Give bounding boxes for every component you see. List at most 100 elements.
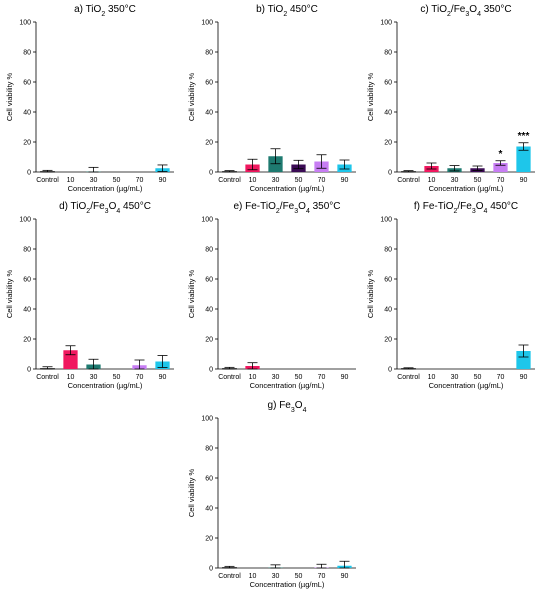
- chart-title-sub2: 3: [472, 208, 476, 215]
- y-tick-label: 60: [23, 277, 31, 284]
- x-tick-label-10: 10: [67, 374, 75, 381]
- significance-90: ***: [518, 131, 530, 142]
- x-tick-label-50: 50: [113, 374, 121, 381]
- x-tick-label-30: 30: [272, 374, 280, 381]
- y-tick-label: 80: [23, 50, 31, 57]
- chart-title-rest2: O: [298, 201, 306, 212]
- y-axis-label: Cell viability %: [5, 270, 14, 319]
- x-tick-label-90: 90: [341, 573, 349, 580]
- y-tick-label: 80: [205, 247, 213, 254]
- x-tick-label-30: 30: [90, 177, 98, 184]
- y-tick-label: 60: [205, 80, 213, 87]
- chart-title-rest2: O: [109, 201, 117, 212]
- y-tick-label: 100: [19, 20, 31, 27]
- x-tick-label-90: 90: [159, 177, 167, 184]
- y-axis-label: Cell viability %: [187, 73, 196, 122]
- x-tick-label-Control: Control: [218, 573, 241, 580]
- chart-panel-2: c) TiO2/Fe3O4 350°C 0 20 40 60 80 100 Cell viab…: [366, 4, 535, 193]
- chart-title: f) Fe-TiO2/Fe3O4 450°C: [414, 201, 518, 215]
- chart-title-rest: /Fe: [457, 201, 472, 212]
- x-tick-label-50: 50: [474, 374, 482, 381]
- chart-title-rest: /Fe: [451, 4, 466, 15]
- chart-title-sub2: 3: [465, 11, 469, 18]
- y-tick-label: 20: [205, 337, 213, 344]
- y-tick-label: 0: [27, 170, 31, 177]
- x-axis-label: Concentration (µg/mL): [250, 580, 325, 589]
- chart-title-rest: 450°C: [287, 4, 318, 15]
- x-tick-label-10: 10: [428, 374, 436, 381]
- x-axis-label: Concentration (µg/mL): [68, 381, 143, 390]
- chart-title-rest3: 350°C: [481, 4, 512, 15]
- chart-title-rest3: 450°C: [120, 201, 151, 212]
- y-tick-label: 60: [23, 80, 31, 87]
- chart-title-sub: 2: [86, 208, 90, 215]
- y-tick-label: 100: [19, 217, 31, 224]
- y-tick-label: 60: [205, 476, 213, 483]
- y-tick-label: 20: [384, 337, 392, 344]
- chart-title-rest2: O: [476, 201, 484, 212]
- x-tick-label-10: 10: [249, 177, 257, 184]
- y-tick-label: 20: [23, 140, 31, 147]
- x-tick-label-50: 50: [474, 177, 482, 184]
- y-tick-label: 60: [384, 80, 392, 87]
- bar-70: [493, 163, 508, 172]
- chart-title-rest: /Fe: [90, 201, 105, 212]
- x-tick-label-70: 70: [497, 374, 505, 381]
- x-tick-label-10: 10: [67, 177, 75, 184]
- y-tick-label: 100: [380, 217, 392, 224]
- x-tick-label-30: 30: [272, 573, 280, 580]
- x-tick-label-50: 50: [295, 573, 303, 580]
- y-tick-label: 40: [384, 110, 392, 117]
- x-tick-label-90: 90: [520, 374, 528, 381]
- chart-title-text: g) Fe: [268, 400, 292, 411]
- y-tick-label: 40: [205, 506, 213, 513]
- x-axis-label: Concentration (µg/mL): [429, 381, 504, 390]
- chart-title-rest3: 450°C: [487, 201, 518, 212]
- y-axis-label: Cell viability %: [187, 469, 196, 518]
- chart-panel-0: a) TiO2 350°C 0 20 40 60 80 100 Cell viability …: [5, 4, 174, 193]
- y-tick-label: 40: [384, 307, 392, 314]
- x-tick-label-70: 70: [318, 177, 326, 184]
- y-tick-label: 100: [201, 217, 213, 224]
- x-tick-label-70: 70: [318, 573, 326, 580]
- y-tick-label: 80: [205, 446, 213, 453]
- y-axis-label: Cell viability %: [5, 73, 14, 122]
- chart-title: e) Fe-TiO2/Fe3O4 350°C: [233, 201, 340, 215]
- y-tick-label: 0: [209, 170, 213, 177]
- chart-title-text: b) TiO: [256, 4, 283, 15]
- chart-title-rest: O: [295, 400, 303, 411]
- y-tick-label: 40: [205, 307, 213, 314]
- y-tick-label: 0: [388, 170, 392, 177]
- x-axis-label: Concentration (µg/mL): [250, 184, 325, 193]
- x-axis-label: Concentration (µg/mL): [250, 381, 325, 390]
- chart-title-sub2: 3: [294, 208, 298, 215]
- y-tick-label: 20: [205, 536, 213, 543]
- y-tick-label: 100: [201, 20, 213, 27]
- x-tick-label-Control: Control: [397, 177, 420, 184]
- y-tick-label: 20: [384, 140, 392, 147]
- x-tick-label-90: 90: [341, 374, 349, 381]
- x-tick-label-50: 50: [295, 177, 303, 184]
- y-tick-label: 100: [380, 20, 392, 27]
- y-tick-label: 60: [205, 277, 213, 284]
- y-tick-label: 40: [23, 110, 31, 117]
- y-tick-label: 80: [23, 247, 31, 254]
- chart-title-rest2: O: [469, 4, 477, 15]
- x-tick-label-Control: Control: [36, 374, 59, 381]
- y-tick-label: 0: [27, 367, 31, 374]
- chart-title-text: c) TiO: [420, 4, 447, 15]
- x-tick-label-90: 90: [520, 177, 528, 184]
- chart-title-sub3: 4: [306, 208, 310, 215]
- y-tick-label: 20: [205, 140, 213, 147]
- chart-title-sub: 3: [291, 407, 295, 414]
- y-tick-label: 80: [384, 50, 392, 57]
- chart-title-text: d) TiO: [59, 201, 86, 212]
- chart-title-sub: 2: [101, 11, 105, 18]
- chart-title: c) TiO2/Fe3O4 350°C: [420, 4, 511, 18]
- y-tick-label: 20: [23, 337, 31, 344]
- y-axis-label: Cell viability %: [187, 270, 196, 319]
- chart-title-text: a) TiO: [74, 4, 101, 15]
- chart-title: d) TiO2/Fe3O4 450°C: [59, 201, 151, 215]
